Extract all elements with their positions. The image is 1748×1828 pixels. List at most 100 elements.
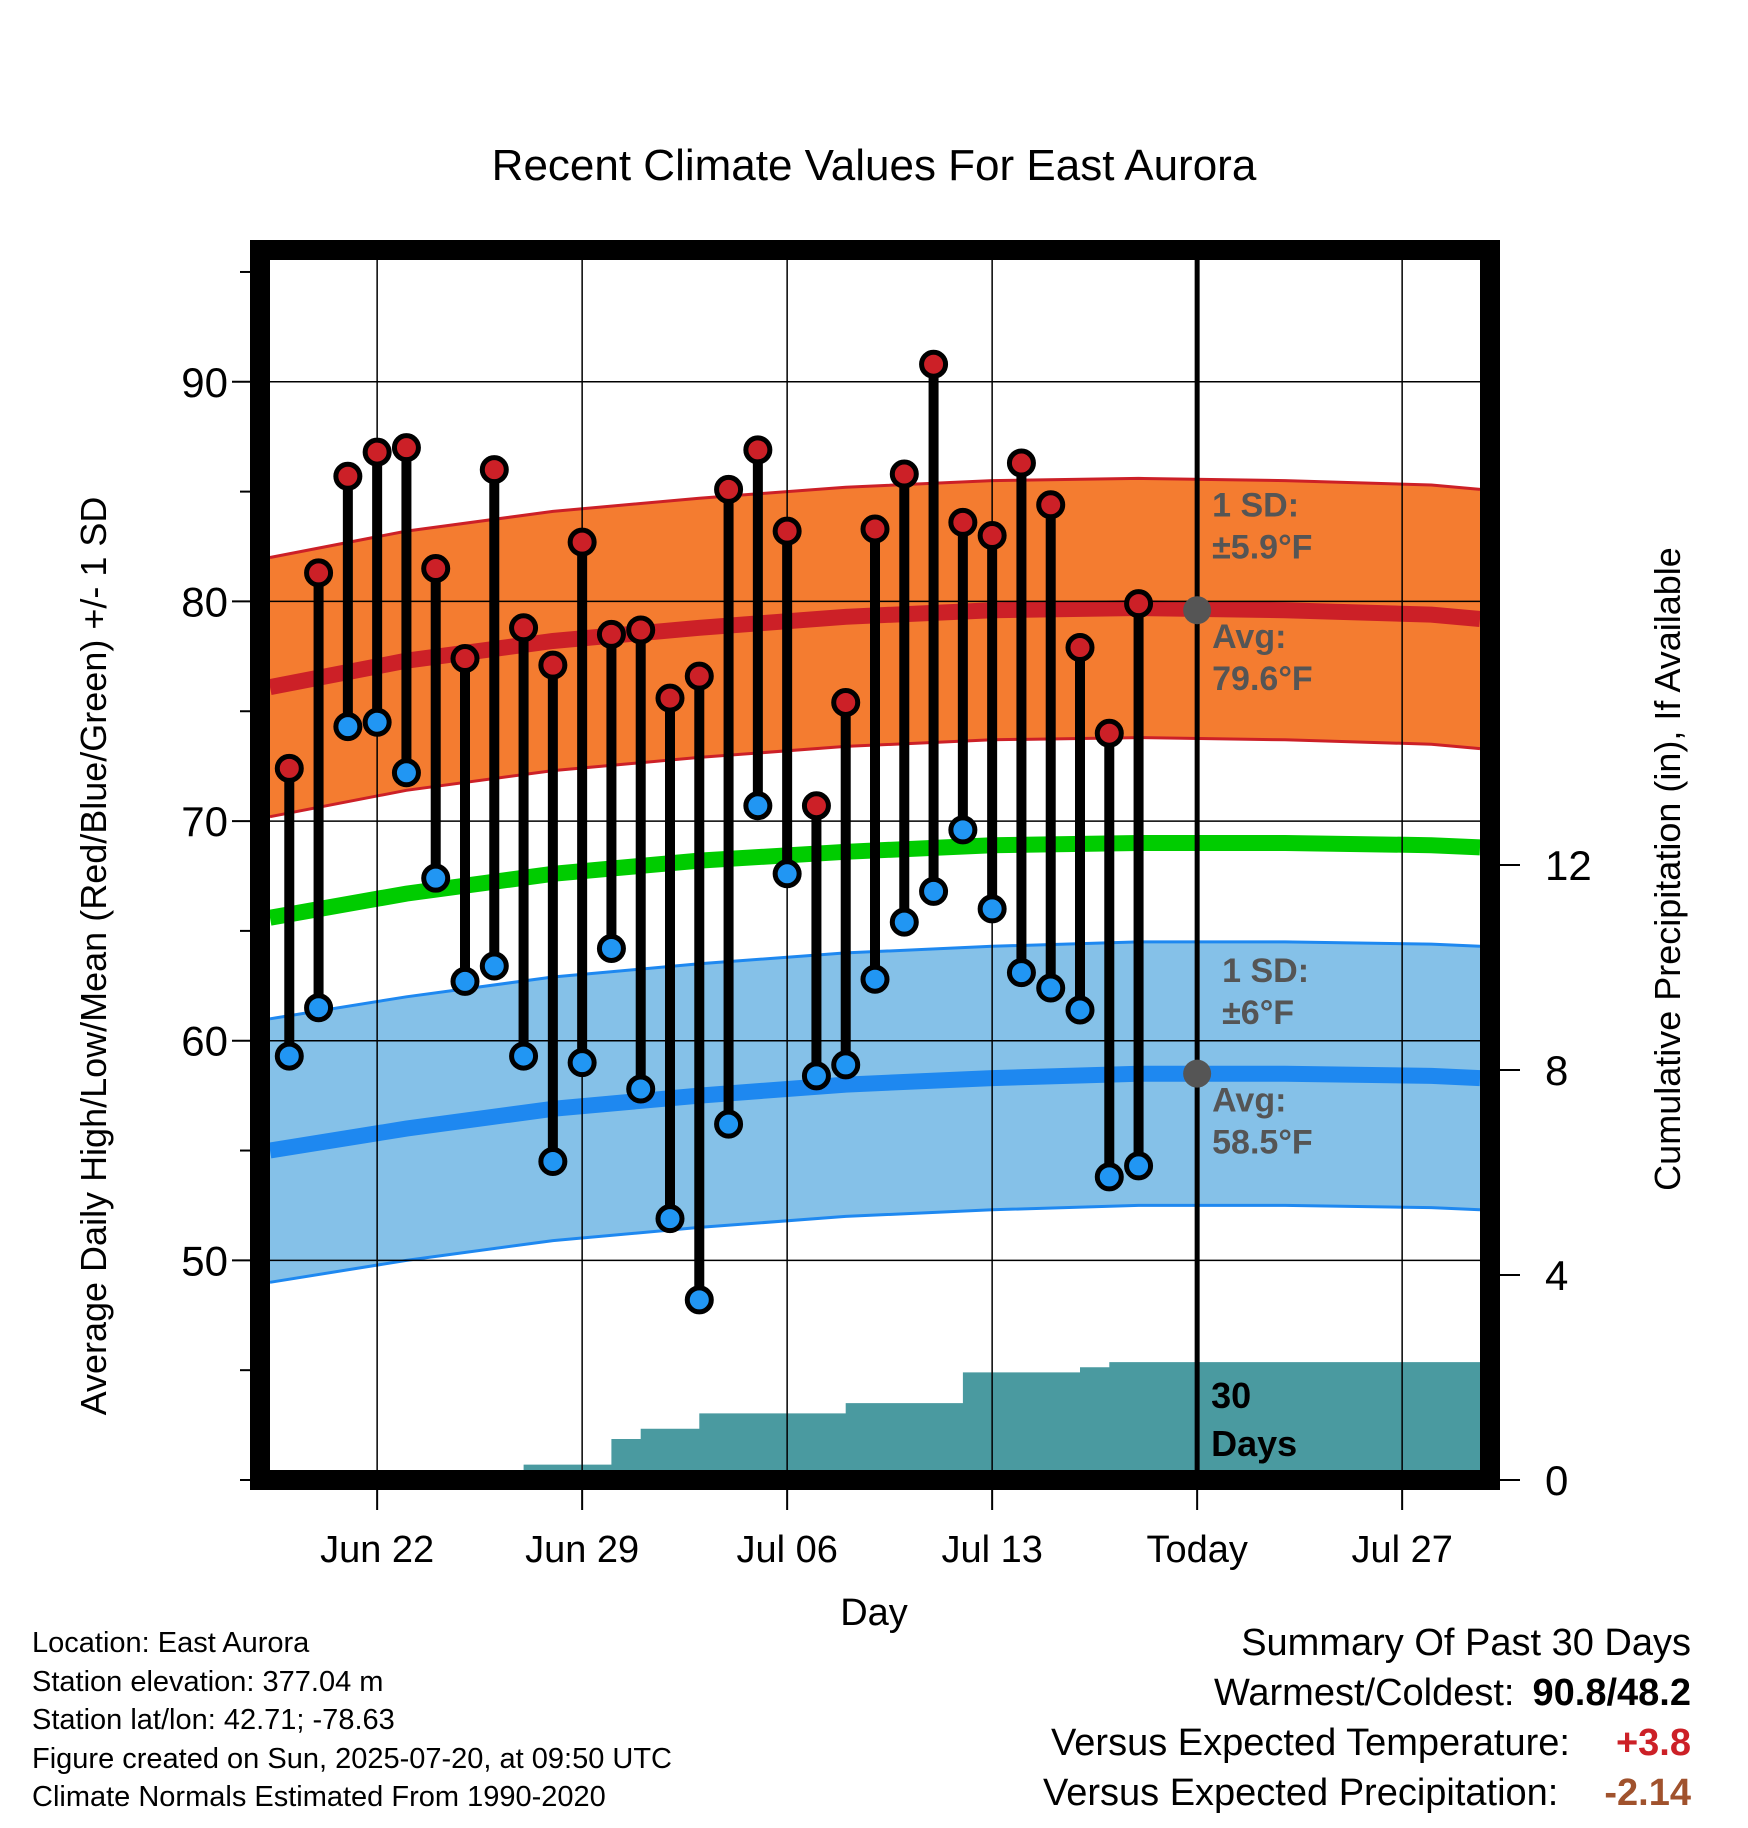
daily-high-point [743,435,773,465]
today-avg-high-marker [1183,596,1212,625]
daily-high-point [977,521,1007,551]
y-tick-label: 80 [181,578,228,625]
summary-warm-cold-value: 90.8/48.2 [1532,1672,1692,1714]
summary-warm-cold-row: Warmest/Coldest: 90.8/48.2 [1043,1668,1691,1718]
x-axis-label: Day [840,1592,908,1634]
low-sd-value: ±6°F [1222,994,1294,1032]
daily-low-point [333,712,363,742]
daily-high-point [450,644,480,674]
precip-area [270,1362,1480,1480]
y-tick-label: 60 [181,1018,228,1065]
summary-temp-row: Versus Expected Temperature: +3.8 [1043,1718,1691,1768]
daily-low-point [304,993,334,1023]
daily-low-point [538,1147,568,1177]
daily-high-point [479,455,509,485]
y2-axis-label: Cumulative Precipitation (in), If Availa… [1647,547,1688,1191]
plot-frame [250,240,1500,1490]
y2-tick-label: 8 [1545,1047,1568,1094]
daily-low-point [391,758,421,788]
daily-high-point [567,527,597,557]
daily-low-point [684,1285,714,1315]
daily-high-point [626,615,656,645]
avg-low-value: 58.5°F [1212,1124,1313,1162]
daily-high-point [421,553,451,583]
daily-high-point [655,683,685,713]
daily-low-point [596,933,626,963]
daily-high-point [684,661,714,691]
daily-low-point [772,859,802,889]
daily-low-point [1036,973,1066,1003]
normals-text: Climate Normals Estimated From 1990-2020 [32,1781,606,1813]
daily-low-point [831,1050,861,1080]
y2-tick-label: 12 [1545,842,1592,889]
daily-high-point [948,507,978,537]
precip-label-days: Days [1211,1423,1297,1464]
x-tick-label: Jul 13 [941,1529,1042,1571]
plot-area: 1 SD: ±5.9°F Avg: 79.6°F 1 SD: ±6°F Avg: 58.5°F… [260,250,1490,1480]
daily-low-point [1065,995,1095,1025]
daily-low-point [948,815,978,845]
x-tick-label: Jun 29 [525,1529,639,1571]
daily-low-point [362,707,392,737]
summary-title: Summary Of Past 30 Days [1241,1622,1691,1664]
low-sd-band-upper-edge [269,940,1481,1021]
summary-warm-cold-label: Warmest/Coldest: [1213,1672,1515,1714]
x-tick-label: Jun 22 [320,1529,434,1571]
daily-low-point [1124,1151,1154,1181]
summary-panel: Summary Of Past 30 Days Warmest/Coldest:… [1043,1618,1691,1818]
daily-low-point [626,1074,656,1104]
low-sd-band-lower-edge [269,1203,1481,1284]
latlon-text: Station lat/lon: 42.71; -78.63 [32,1704,395,1736]
y-axis-label: Average Daily High/Low/Mean (Red/Blue/Gr… [73,497,114,1416]
daily-high-point [889,459,919,489]
avg-high-value: 79.6°F [1212,660,1313,698]
normal-high-line [268,599,1481,695]
daily-low-point [919,876,949,906]
summary-coldest: 48.2 [1617,1672,1691,1714]
daily-low-point [479,951,509,981]
elevation-text: Station elevation: 377.04 m [32,1665,384,1698]
daily-high-point [509,613,539,643]
high-sd-band-lower-edge [269,736,1481,819]
daily-high-point [362,437,392,467]
avg-low-label: Avg: [1212,1082,1286,1120]
daily-low-point [1006,958,1036,988]
daily-low-point [450,966,480,996]
daily-high-point [801,791,831,821]
daily-high-point [304,558,334,588]
daily-low-point [801,1061,831,1091]
daily-high-point [1006,448,1036,478]
daily-low-point [743,791,773,821]
daily-low-point [655,1204,685,1234]
daily-low-point [977,894,1007,924]
y-tick-label: 70 [181,798,228,845]
avg-high-label: Avg: [1212,618,1286,656]
x-tick-label: Jul 27 [1351,1529,1452,1571]
y2-tick-label: 4 [1545,1252,1568,1299]
daily-low-point [421,863,451,893]
x-tick-label: Jul 06 [736,1529,837,1571]
daily-low-point [714,1109,744,1139]
daily-high-point [274,753,304,783]
x-tick-label: Today [1146,1529,1247,1571]
high-sd-label: 1 SD: [1212,487,1299,525]
location-text: Location: East Aurora [32,1627,310,1659]
y2-tick-label: 0 [1545,1457,1568,1504]
low-sd-label: 1 SD: [1222,952,1309,990]
high-sd-band-upper-edge [269,476,1481,559]
daily-high-point [860,514,890,544]
daily-high-point [538,650,568,680]
today-avg-low-marker [1183,1059,1212,1088]
normal-mean-line [268,835,1481,926]
low-sd-band [270,941,1480,1283]
summary-temp-label: Versus Expected Temperature: [1051,1722,1570,1764]
summary-temp-value: +3.8 [1615,1722,1691,1764]
normal-low-line [268,1065,1481,1159]
high-sd-value: ±5.9°F [1212,529,1312,567]
daily-high-point [1065,633,1095,663]
daily-high-point [919,349,949,379]
daily-low-point [274,1041,304,1071]
precip-label-30: 30 [1211,1375,1251,1416]
y-tick-label: 50 [181,1237,228,1284]
